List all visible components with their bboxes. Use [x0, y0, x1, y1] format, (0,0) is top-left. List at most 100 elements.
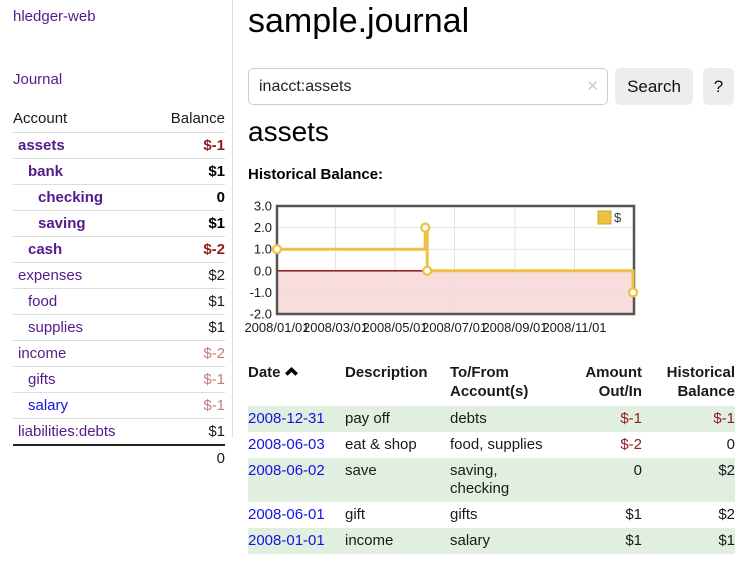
main-content: sample.journal ✕ Search ? assets Histori…	[244, 0, 735, 554]
account-row: salary $-1	[13, 392, 225, 419]
transaction-description: eat & shop	[345, 436, 417, 453]
transaction-amount: 0	[570, 458, 642, 502]
account-balance: $-1	[151, 392, 225, 419]
account-link[interactable]: salary	[28, 397, 69, 414]
historical-balance-chart: 3.0 2.0 1.0 0.0 -1.0 -2.02008/01/012008/03/01…	[244, 200, 639, 335]
account-balance: $1	[151, 314, 225, 341]
accounts-header-row: Account Balance	[13, 106, 225, 133]
account-balance: $-1	[151, 132, 225, 159]
y-axis-label: 2.0	[254, 220, 272, 235]
account-link[interactable]: income	[18, 345, 67, 362]
transaction-date-link[interactable]: 2008-06-02	[248, 462, 325, 479]
account-balance: 0	[151, 184, 225, 211]
x-axis-label: 2008/01/01	[244, 320, 309, 335]
transaction-accounts: saving, checking	[450, 458, 570, 502]
register-header-row: Date Description To/From Account(s) Amou…	[248, 358, 735, 406]
account-link[interactable]: gifts	[28, 371, 56, 388]
transaction-date-link[interactable]: 2008-06-01	[248, 506, 325, 523]
account-row: cash $-2	[13, 236, 225, 263]
x-axis-label: 2008/07/01	[422, 320, 487, 335]
account-balance: $2	[151, 262, 225, 289]
transaction-description: save	[345, 458, 450, 502]
account-heading: assets	[248, 116, 329, 147]
register-table: Date Description To/From Account(s) Amou…	[248, 358, 735, 554]
accounts-total-value: 0	[151, 444, 225, 471]
transaction-description: income	[345, 528, 450, 554]
transaction-accounts: food, supplies	[450, 436, 543, 453]
sidebar-item-journal[interactable]: Journal	[13, 71, 63, 88]
x-axis-label: 2008/03/01	[303, 320, 368, 335]
account-balance: $-2	[151, 340, 225, 367]
account-row: bank $1	[13, 158, 225, 185]
sidebar: hledger-web Journal Account Balance asse…	[0, 0, 233, 471]
transaction-date-link[interactable]: 2008-06-03	[248, 436, 325, 453]
transaction-date-link[interactable]: 2008-12-31	[248, 410, 325, 427]
clear-search-icon[interactable]: ✕	[586, 78, 599, 95]
brand-link[interactable]: hledger-web	[13, 8, 96, 25]
y-axis-label: -2.0	[250, 307, 272, 322]
column-header-description: Description	[345, 364, 428, 381]
data-point	[627, 287, 639, 298]
x-axis-label: 2008/09/01	[482, 320, 547, 335]
transaction-balance: $2	[642, 458, 735, 502]
account-row: liabilities:debts $1	[13, 418, 225, 446]
legend-swatch	[597, 210, 612, 225]
transaction-row: 2008-06-02 save saving, checking 0 $2	[248, 458, 735, 502]
transaction-amount: $1	[625, 506, 642, 523]
account-link[interactable]: supplies	[28, 319, 84, 336]
account-balance: $-1	[151, 366, 225, 393]
accounts-header-account: Account	[13, 106, 152, 133]
account-link[interactable]: cash	[28, 241, 63, 258]
account-row: assets $-1	[13, 132, 225, 159]
account-row: expenses $2	[13, 262, 225, 289]
transaction-balance: $-1	[642, 406, 735, 432]
account-row: food $1	[13, 288, 225, 315]
account-row: checking 0	[13, 184, 225, 211]
account-row: income $-2	[13, 340, 225, 367]
y-axis-label: 1.0	[254, 242, 272, 257]
account-balance: $1	[151, 158, 225, 185]
accounts-total-row: 0	[13, 444, 225, 471]
account-balance: $1	[151, 288, 225, 315]
account-balance: $1	[151, 418, 225, 446]
account-link[interactable]: expenses	[18, 267, 83, 284]
transaction-balance: 0	[726, 436, 735, 453]
transaction-row: 2008-06-03 eat & shop food, supplies $-2 0	[248, 432, 735, 458]
transaction-row: 2008-06-01 gift gifts $1 $2	[248, 502, 735, 528]
account-link[interactable]: food	[28, 293, 58, 310]
search-input[interactable]	[248, 68, 608, 105]
chart-label: Historical Balance:	[248, 166, 384, 183]
transaction-accounts: salary	[450, 528, 570, 554]
y-axis-label: 0.0	[254, 263, 272, 278]
column-header-date[interactable]: Date	[248, 358, 345, 406]
x-axis-label: 2008/05/01	[362, 320, 427, 335]
transaction-row: 2008-01-01 income salary $1 $1	[248, 528, 735, 554]
transaction-date-link[interactable]: 2008-01-01	[248, 532, 325, 549]
transaction-description: gift	[345, 506, 366, 523]
account-row: gifts $-1	[13, 366, 225, 393]
account-balance: $1	[151, 210, 225, 237]
column-header-amount: Amount Out/In	[585, 364, 642, 400]
help-button[interactable]: ?	[703, 68, 734, 105]
data-point	[422, 265, 433, 276]
transaction-balance: $1	[642, 528, 735, 554]
account-link[interactable]: checking	[38, 189, 104, 206]
account-link[interactable]: liabilities:debts	[18, 423, 116, 440]
account-link[interactable]: bank	[28, 163, 64, 180]
account-link[interactable]: saving	[38, 215, 86, 232]
plot-border	[275, 204, 636, 316]
search-bar: ✕ Search ?	[248, 68, 735, 105]
transaction-balance: $2	[718, 506, 735, 523]
search-box: ✕	[248, 68, 608, 105]
search-button[interactable]: Search	[615, 68, 693, 105]
page-title: sample.journal	[248, 2, 470, 40]
transaction-accounts: debts	[450, 406, 570, 432]
legend-label: $	[614, 210, 622, 225]
transaction-accounts: gifts	[450, 506, 478, 523]
x-axis-label: 2008/11/01	[542, 320, 606, 335]
account-row: supplies $1	[13, 314, 225, 341]
transaction-row: 2008-12-31 pay off debts $-1 $-1	[248, 406, 735, 432]
sort-ascending-icon	[284, 367, 298, 376]
account-link[interactable]: assets	[18, 137, 65, 154]
